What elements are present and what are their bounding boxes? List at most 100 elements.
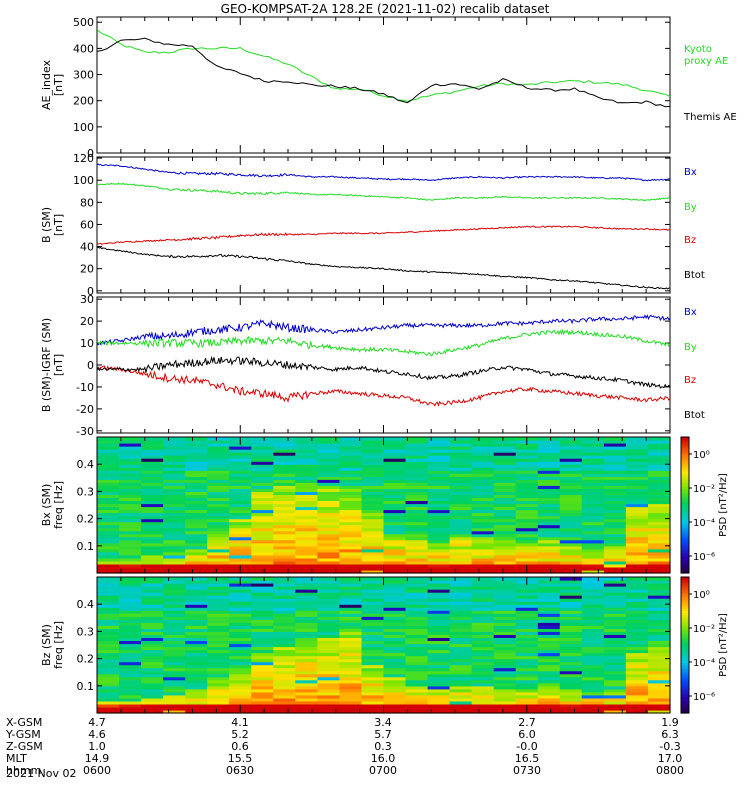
heatmap-cell <box>251 577 274 581</box>
heatmap-cell <box>119 470 142 474</box>
heatmap-cell <box>648 613 671 617</box>
heatmap-cell <box>603 470 627 474</box>
heatmap-cell <box>559 567 583 571</box>
heatmap-cell <box>273 464 296 468</box>
heatmap-cell <box>317 595 340 599</box>
heatmap-cell <box>603 482 627 486</box>
heatmap-cell <box>471 476 495 480</box>
heatmap-cell <box>603 661 627 666</box>
heatmap-cell <box>251 637 274 641</box>
heatmap-cell <box>361 524 385 529</box>
ephemeris-value: 4.7 <box>88 716 106 729</box>
heatmap-cell <box>537 476 561 480</box>
heatmap-cell <box>229 464 252 468</box>
heatmap-cell <box>625 595 649 599</box>
heatmap-cell <box>559 598 583 602</box>
heatmap-cell <box>317 527 340 532</box>
colorbar-segment <box>681 457 689 461</box>
colorbar-segment <box>681 464 689 468</box>
heatmap-cell <box>581 652 605 657</box>
heatmap-cell <box>493 628 517 632</box>
heatmap-cell <box>273 560 296 565</box>
heatmap-cell <box>427 580 451 584</box>
heatmap-cell <box>97 518 120 523</box>
colorbar-segment <box>681 595 689 598</box>
heatmap-cell <box>515 601 539 605</box>
heatmap-cell <box>251 589 274 593</box>
heatmap-cell <box>339 570 362 574</box>
heatmap-cell <box>119 664 142 669</box>
heatmap-cell <box>141 601 164 605</box>
heatmap-cell <box>603 667 627 672</box>
heatmap-cell <box>648 497 671 501</box>
heatmap-cell <box>537 691 561 696</box>
heatmap-cell <box>537 592 561 596</box>
heatmap-cell <box>229 527 252 532</box>
y-axis-label: freq [Hz] <box>52 481 65 529</box>
heatmap-cell <box>581 631 605 635</box>
heatmap-cell <box>493 506 517 511</box>
heatmap-cell <box>163 509 186 514</box>
heatmap-cell <box>625 500 649 505</box>
heatmap-cell <box>383 710 407 714</box>
heatmap-cell <box>515 646 539 651</box>
heatmap-cell <box>339 446 362 450</box>
heatmap-cell <box>625 592 649 596</box>
heatmap-cell <box>515 613 539 617</box>
heatmap-cell <box>537 491 561 495</box>
heatmap-cell <box>405 682 429 687</box>
heatmap-cell <box>383 479 407 483</box>
heatmap-cell <box>427 604 451 608</box>
heatmap-cell <box>427 589 451 593</box>
colorbar-segment <box>681 604 689 608</box>
heatmap-cell <box>251 494 274 498</box>
heatmap-cell <box>559 536 583 541</box>
heatmap-cell <box>537 440 561 444</box>
heatmap-cell <box>559 652 583 657</box>
heatmap-cell <box>339 640 362 645</box>
heatmap-cell <box>559 545 583 550</box>
heatmap-cell <box>537 536 561 541</box>
series-line-btot <box>97 246 670 290</box>
heatmap-cell <box>97 700 120 705</box>
heatmap-cell <box>559 461 583 465</box>
heatmap-cell <box>603 616 627 620</box>
y-tick-label: 0 <box>87 359 94 372</box>
heatmap-cell <box>185 679 208 684</box>
heatmap-cell <box>427 616 451 620</box>
heatmap-cell <box>317 628 340 632</box>
heatmap-cell <box>449 658 473 663</box>
heatmap-cell <box>163 658 186 663</box>
heatmap-cell <box>119 488 142 492</box>
y-tick-label: 0.1 <box>77 680 95 693</box>
heatmap-cell <box>163 440 186 444</box>
heatmap-cell <box>405 580 429 584</box>
heatmap-cell <box>97 488 120 492</box>
heatmap-cell <box>317 455 340 459</box>
heatmap-cell <box>185 488 208 492</box>
heatmap-cell <box>119 521 142 526</box>
heatmap-cell <box>625 679 649 684</box>
colorbar-segment <box>681 669 689 673</box>
heatmap-cell <box>119 583 142 587</box>
heatmap-cell <box>559 682 583 687</box>
heatmap-cell <box>97 583 120 587</box>
heatmap-cell <box>537 697 561 702</box>
heatmap-cell <box>317 710 340 714</box>
heatmap-cell <box>493 679 517 684</box>
heatmap-cell <box>405 449 429 453</box>
heatmap-cell <box>581 539 605 544</box>
heatmap-cell <box>383 488 407 492</box>
heatmap-cell <box>581 533 605 538</box>
heatmap-cell <box>537 512 561 517</box>
heatmap-cell <box>449 595 473 599</box>
heatmap-cell <box>295 697 318 702</box>
heatmap-cell <box>405 643 429 648</box>
heatmap-cell <box>339 455 362 459</box>
heatmap-cell <box>251 512 274 517</box>
heatmap-cell <box>361 601 385 605</box>
heatmap-cell <box>537 570 561 574</box>
heatmap-cell <box>273 586 296 590</box>
heatmap-cell <box>163 524 186 529</box>
heatmap-cell <box>493 440 517 444</box>
